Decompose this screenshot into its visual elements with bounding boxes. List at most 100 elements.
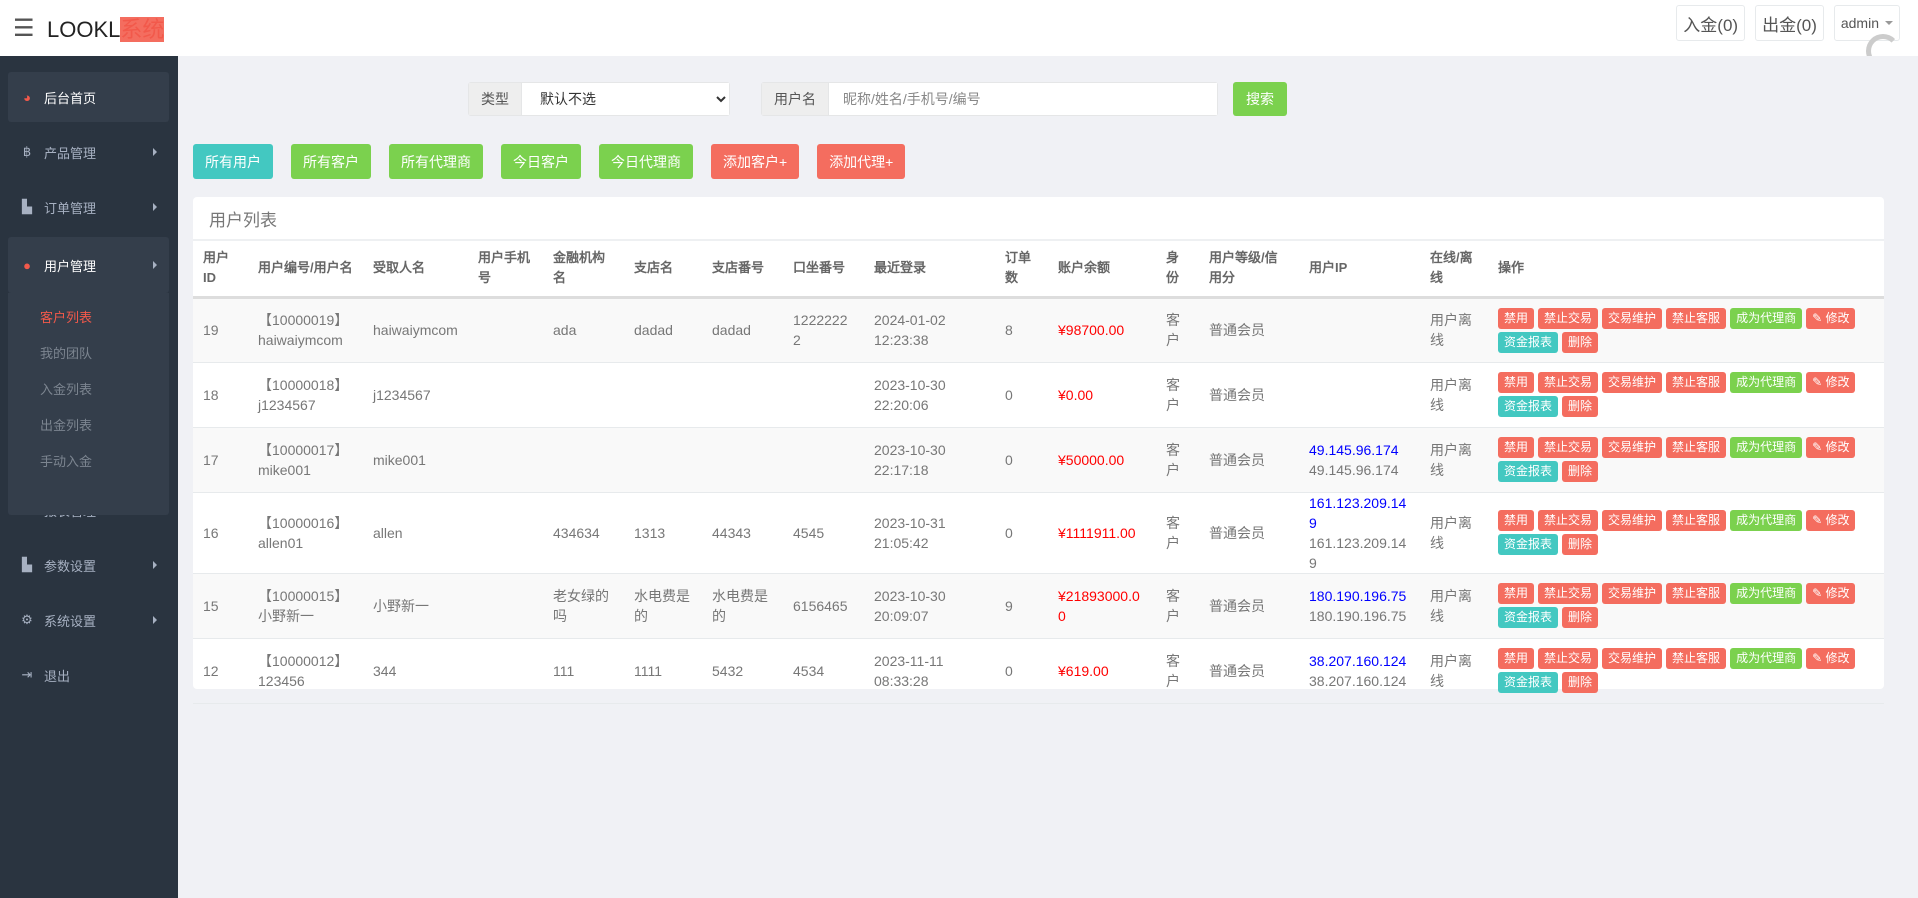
action-button[interactable]: 禁止客服: [1666, 583, 1727, 604]
action-button[interactable]: 删除: [1562, 461, 1599, 482]
type-filter: 类型 默认不选: [468, 82, 730, 116]
sidebar-item-0[interactable]: ◕ 后台首页: [8, 72, 169, 122]
withdraw-button[interactable]: 出金(0): [1755, 5, 1824, 41]
action-button[interactable]: 删除: [1562, 534, 1599, 555]
action-button[interactable]: 禁用: [1498, 437, 1535, 458]
action-button[interactable]: 禁止客服: [1666, 307, 1727, 329]
cell-user-code: 【10000017】 mike001: [248, 427, 363, 493]
action-button[interactable]: 交易维护: [1602, 372, 1663, 393]
filter-button[interactable]: 添加客户+: [711, 144, 800, 179]
action-button[interactable]: ✎ 修改: [1806, 372, 1856, 393]
action-button[interactable]: 禁止交易: [1538, 510, 1599, 531]
action-button[interactable]: 资金报表: [1498, 534, 1559, 555]
cell-user-code: 【10000016】 allen01: [248, 492, 363, 574]
action-button[interactable]: 成为代理商: [1730, 510, 1803, 531]
action-button[interactable]: 资金报表: [1498, 672, 1559, 693]
deposit-button[interactable]: 入金(0): [1676, 5, 1746, 41]
action-button[interactable]: 禁止客服: [1666, 372, 1727, 393]
action-button[interactable]: 资金报表: [1498, 331, 1559, 353]
cell-orders: 8: [995, 297, 1048, 363]
sidebar-item-1[interactable]: ฿ 产品管理: [8, 127, 169, 177]
filter-button[interactable]: 今日代理商: [599, 144, 693, 179]
submenu-item[interactable]: 我的团队: [40, 346, 93, 361]
submenu-item[interactable]: 客户列表: [40, 310, 93, 325]
action-button[interactable]: ✎ 修改: [1806, 648, 1856, 669]
action-button[interactable]: 禁止交易: [1538, 583, 1599, 604]
type-label: 类型: [469, 83, 522, 115]
action-button[interactable]: 交易维护: [1602, 648, 1663, 669]
submenu-item[interactable]: 入金列表: [40, 382, 93, 397]
action-button[interactable]: 资金报表: [1498, 461, 1559, 482]
sidebar-item-3[interactable]: ● 用户管理: [8, 237, 169, 293]
action-button[interactable]: 资金报表: [1498, 607, 1559, 628]
action-button[interactable]: 禁用: [1498, 583, 1535, 604]
action-button[interactable]: 交易维护: [1602, 510, 1663, 531]
action-button[interactable]: 删除: [1562, 607, 1599, 628]
action-button[interactable]: 交易维护: [1602, 307, 1663, 329]
table-row: 16 【10000016】 allen01 allen 434634 1313 44343 4…: [193, 492, 1884, 574]
column-header: 身份: [1156, 241, 1199, 299]
action-button[interactable]: 交易维护: [1602, 437, 1663, 458]
action-button[interactable]: 成为代理商: [1730, 583, 1803, 604]
cell-payee: allen: [363, 492, 468, 574]
sidebar-item-6[interactable]: ⚙ 系统设置: [8, 595, 169, 645]
action-button[interactable]: 禁止交易: [1538, 648, 1599, 669]
cell-last-login: 2023-10-30 22:20:06: [864, 362, 995, 428]
action-button[interactable]: 成为代理商: [1730, 307, 1803, 329]
action-button[interactable]: ✎ 修改: [1806, 583, 1856, 604]
sidebar-item-7[interactable]: ⇥ 退出: [8, 650, 169, 700]
filter-button[interactable]: 所有用户: [193, 144, 273, 179]
chevron-right-icon: [153, 203, 157, 211]
action-button[interactable]: 禁用: [1498, 510, 1535, 531]
action-button[interactable]: 禁止客服: [1666, 437, 1727, 458]
search-button[interactable]: 搜索: [1233, 82, 1287, 116]
action-button[interactable]: 交易维护: [1602, 583, 1663, 604]
cell-bank: [543, 427, 624, 493]
action-button[interactable]: 禁止客服: [1666, 510, 1727, 531]
action-button[interactable]: 禁止交易: [1538, 437, 1599, 458]
filter-button[interactable]: 所有客户: [291, 144, 371, 179]
cell-bank: 434634: [543, 492, 624, 574]
action-button[interactable]: 禁用: [1498, 307, 1535, 329]
logo: LOOKL系统: [47, 12, 165, 44]
action-button[interactable]: 禁止客服: [1666, 648, 1727, 669]
submenu-item[interactable]: 手动入金: [40, 454, 93, 469]
cell-level: 普通会员: [1199, 492, 1299, 574]
action-button[interactable]: 禁用: [1498, 372, 1535, 393]
table-row: 15 【10000015】 小野新一 小野新一 老女绿的吗 水电费是的 水电费是的 61564…: [193, 573, 1884, 639]
action-button[interactable]: 成为代理商: [1730, 437, 1803, 458]
user-code: 【10000016】: [258, 514, 349, 531]
filter-button[interactable]: 添加代理+: [817, 144, 906, 179]
action-button[interactable]: ✎ 修改: [1806, 437, 1856, 458]
cell-actions: 禁用 禁止交易 交易维护 禁止客服 成为代理商 ✎ 修改资金报表 删除: [1488, 427, 1884, 493]
action-button[interactable]: 删除: [1562, 672, 1599, 693]
menu-toggle-icon[interactable]: ☰: [13, 14, 35, 42]
sidebar-item-5[interactable]: ▙ 参数设置: [8, 540, 169, 590]
action-button[interactable]: 删除: [1562, 396, 1599, 417]
copy-icon: ▙: [22, 199, 32, 214]
type-select[interactable]: 默认不选: [522, 83, 729, 115]
ip-secondary: 49.145.96.174: [1309, 461, 1399, 478]
submenu-item[interactable]: 出金列表: [40, 418, 93, 433]
action-button[interactable]: 成为代理商: [1730, 648, 1803, 669]
login-time: 21:05:42: [874, 534, 929, 551]
cell-account: [783, 427, 864, 493]
username-input[interactable]: [829, 83, 1217, 115]
action-button[interactable]: 资金报表: [1498, 396, 1559, 417]
action-button[interactable]: 禁用: [1498, 648, 1535, 669]
cell-balance: ¥1111911.00: [1048, 492, 1156, 574]
action-button[interactable]: 禁止交易: [1538, 307, 1599, 329]
filter-button[interactable]: 今日客户: [501, 144, 581, 179]
action-button[interactable]: 删除: [1562, 331, 1599, 353]
action-button[interactable]: ✎ 修改: [1806, 307, 1856, 329]
action-button[interactable]: 成为代理商: [1730, 372, 1803, 393]
sidebar-item-2[interactable]: ▙ 订单管理: [8, 182, 169, 232]
cell-orders: 0: [995, 492, 1048, 574]
action-button[interactable]: 禁止交易: [1538, 372, 1599, 393]
cell-actions: 禁用 禁止交易 交易维护 禁止客服 成为代理商 ✎ 修改资金报表 删除: [1488, 297, 1884, 363]
filter-button[interactable]: 所有代理商: [389, 144, 483, 179]
action-button[interactable]: ✎ 修改: [1806, 510, 1856, 531]
cell-id: 18: [193, 362, 248, 428]
user-menu-button[interactable]: admin: [1833, 5, 1900, 41]
cell-payee: 344: [363, 638, 468, 704]
